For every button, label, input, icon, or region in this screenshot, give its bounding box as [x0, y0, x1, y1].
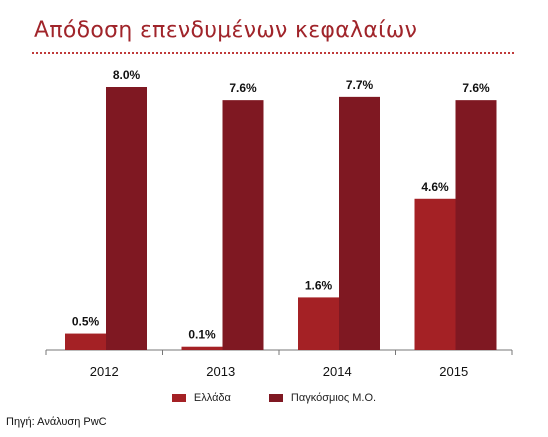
- data-label-greece-2013: 0.1%: [188, 328, 216, 342]
- source-note: Πηγή: Ανάλυση PwC: [6, 416, 107, 428]
- x-tick-label-2014: 2014: [323, 364, 352, 379]
- chart-title: Απόδοση επενδυμένων κεφαλαίων: [34, 18, 418, 43]
- data-label-global-2014: 7.7%: [346, 78, 374, 92]
- legend-swatch-greece: [171, 394, 186, 402]
- title-divider: [32, 52, 514, 54]
- bar-chart: 0.5% 8.0% 2012 0.1% 7.6% 2013 1.6% 7.7% 2014 4.6%…: [45, 68, 513, 379]
- legend-label-global: Παγκόσμιος Μ.Ο.: [290, 392, 377, 404]
- bar-greece-2015: [414, 198, 456, 350]
- bar-global-2015: [455, 100, 497, 351]
- x-tick-label-2013: 2013: [206, 364, 235, 379]
- bar-global-2014: [339, 96, 380, 350]
- data-label-global-2013: 7.6%: [229, 81, 257, 95]
- x-tick-label-2015: 2015: [439, 364, 468, 379]
- data-label-greece-2015: 4.6%: [421, 180, 449, 194]
- data-label-global-2012: 8.0%: [113, 68, 141, 82]
- bar-greece-2012: [65, 333, 106, 350]
- legend-item-greece: Ελλάδα: [171, 392, 231, 404]
- legend-label-greece: Ελλάδα: [193, 392, 231, 404]
- data-label-greece-2012: 0.5%: [72, 315, 100, 329]
- legend-item-global: Παγκόσμιος Μ.Ο.: [268, 392, 377, 404]
- data-label-global-2015: 7.6%: [462, 81, 490, 95]
- x-tick-label-2012: 2012: [90, 364, 119, 379]
- data-label-greece-2014: 1.6%: [305, 278, 333, 292]
- legend-swatch-global: [268, 394, 283, 402]
- bar-greece-2013: [181, 346, 223, 350]
- bar-global-2012: [106, 87, 147, 350]
- bar-greece-2014: [298, 297, 339, 350]
- chart-legend: Ελλάδα Παγκόσμιος Μ.Ο.: [0, 392, 548, 404]
- bar-global-2013: [222, 100, 264, 351]
